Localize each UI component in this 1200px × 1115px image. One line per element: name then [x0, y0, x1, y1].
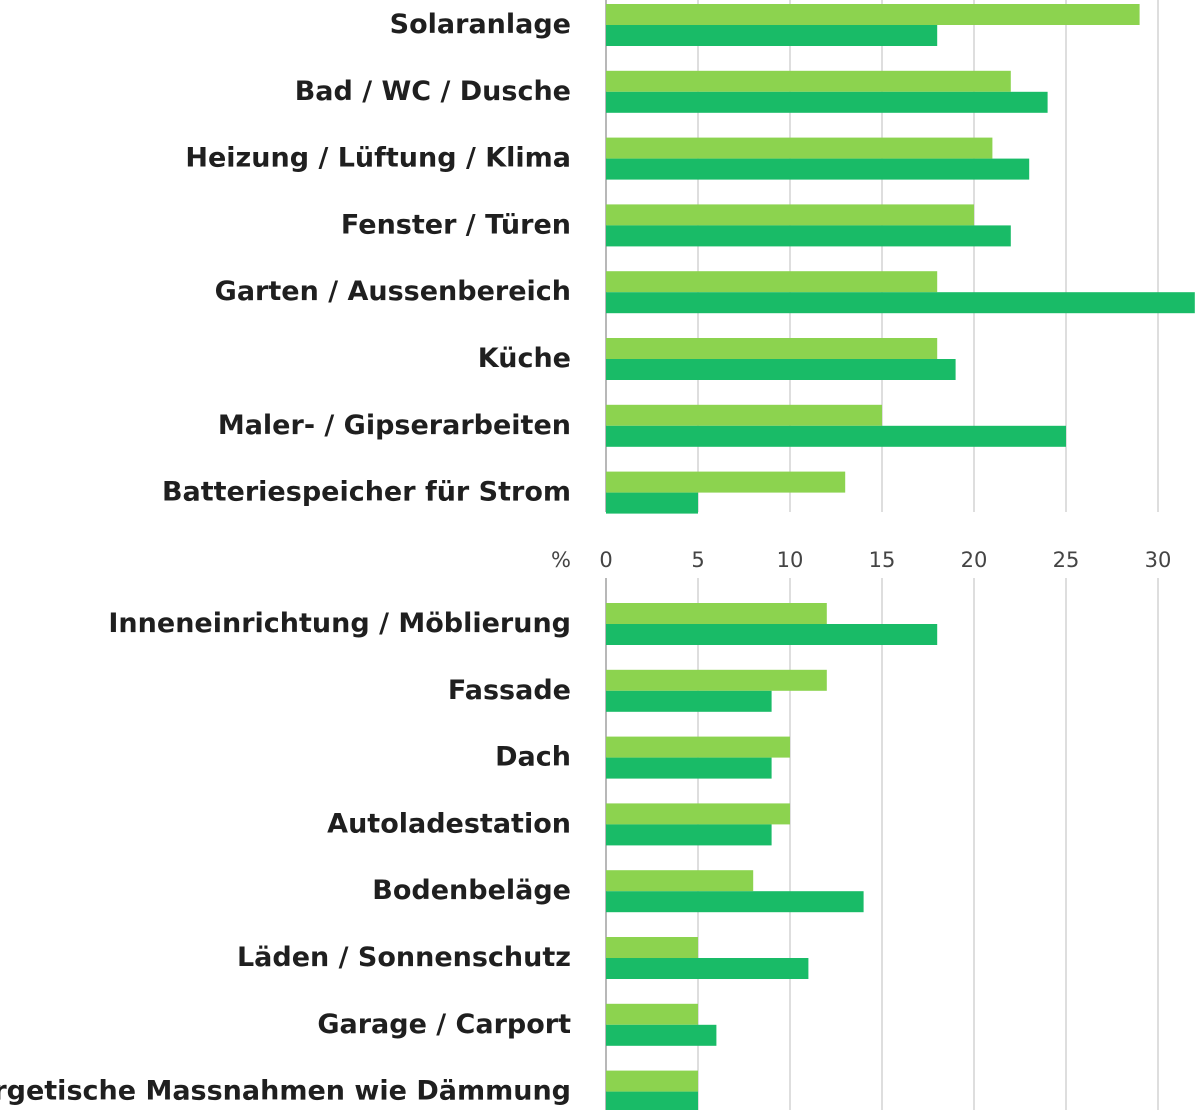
- tick-label: 0: [599, 548, 612, 572]
- category-label: Heizung / Lüftung / Klima: [185, 143, 571, 174]
- bar: [606, 404, 882, 426]
- bar: [606, 757, 772, 779]
- category-label: Batteriespeicher für Strom: [162, 477, 571, 508]
- bar: [606, 91, 1048, 113]
- tick-label: 15: [869, 548, 896, 572]
- tick-label: 20: [961, 548, 988, 572]
- bar: [606, 690, 772, 712]
- tick-label: 5: [691, 548, 704, 572]
- category-label: Bad / WC / Dusche: [295, 76, 571, 107]
- category-label: Fenster / Türen: [341, 209, 571, 240]
- bar: [606, 803, 790, 825]
- category-label: Läden / Sonnenschutz: [237, 942, 571, 973]
- bar: [606, 338, 938, 359]
- bar: [606, 603, 827, 624]
- bar: [606, 870, 754, 892]
- bar: [606, 891, 864, 913]
- category-label: Fassade: [448, 675, 571, 706]
- bar: [606, 271, 938, 293]
- bar: [606, 1003, 698, 1025]
- bar: [606, 225, 1011, 247]
- bar: [606, 824, 772, 846]
- bar: [606, 137, 993, 159]
- bar: [606, 70, 1011, 92]
- tick-label: 30: [1145, 548, 1172, 572]
- bar: [606, 471, 846, 493]
- category-label: Energetische Massnahmen wie Dämmung: [0, 1076, 571, 1107]
- category-label: Autoladestation: [327, 808, 571, 839]
- bar: [606, 4, 1140, 25]
- bar: [606, 624, 938, 645]
- bar: [606, 204, 974, 226]
- bar: [606, 425, 1066, 447]
- category-label: Küche: [478, 343, 571, 374]
- category-label: Maler- / Gipserarbeiten: [218, 410, 571, 441]
- category-label: Bodenbeläge: [372, 875, 571, 906]
- category-label: Dach: [495, 742, 571, 773]
- category-label: Garten / Aussenbereich: [215, 276, 571, 307]
- bar: [606, 958, 809, 979]
- bar: [606, 736, 790, 758]
- category-label: Garage / Carport: [317, 1009, 571, 1040]
- tick-label: 10: [777, 548, 804, 572]
- unit-label: %: [551, 548, 571, 572]
- bar: [606, 292, 1195, 314]
- category-label: Solaranlage: [390, 9, 571, 40]
- bar: [606, 1091, 698, 1113]
- bar: [606, 669, 827, 691]
- bar: [606, 158, 1030, 180]
- tick-label: 25: [1053, 548, 1080, 572]
- bar: [606, 359, 956, 380]
- bar: [606, 1024, 717, 1046]
- bar: [606, 492, 698, 514]
- bar: [606, 937, 698, 958]
- bar: [606, 25, 938, 46]
- category-label: Inneneinrichtung / Möblierung: [108, 608, 571, 639]
- bar: [606, 1070, 698, 1092]
